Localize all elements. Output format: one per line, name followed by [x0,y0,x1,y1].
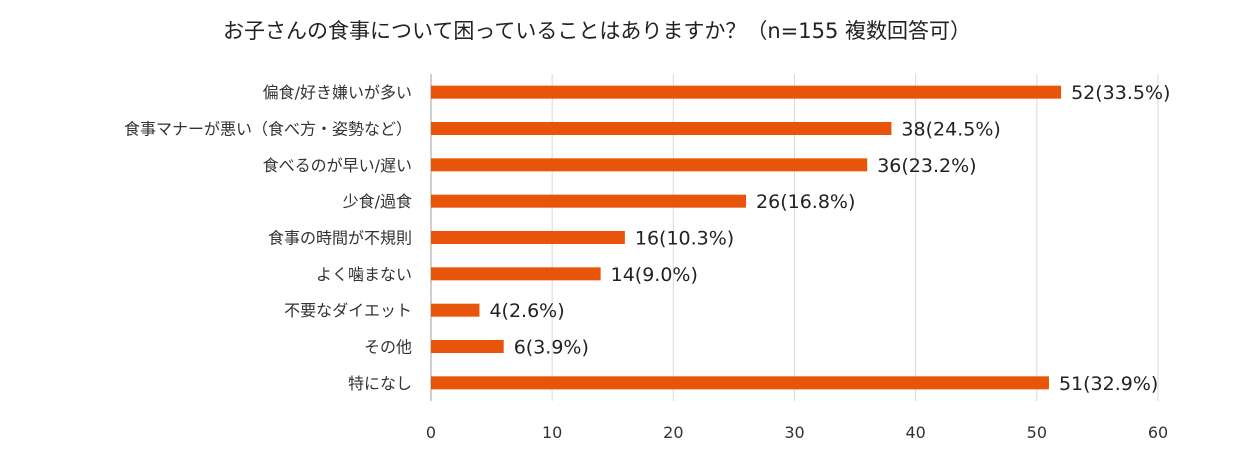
data-label: 16(10.3%) [635,228,734,250]
x-tick-label: 40 [905,423,925,442]
category-label: 特になし [348,374,412,393]
category-label: その他 [364,338,412,357]
data-label: 52(33.5%) [1071,82,1170,104]
category-label: 食事マナーが悪い（食べ方・姿勢など） [124,120,412,139]
category-label: 不要なダイエット [284,301,412,320]
x-tick-label: 60 [1148,423,1168,442]
x-tick-label: 30 [784,423,804,442]
bar [431,303,480,317]
data-label: 4(2.6%) [489,300,564,322]
x-tick-label: 0 [426,423,436,442]
data-label: 6(3.9%) [514,337,589,359]
category-label: 偏食/好き嫌いが多い [263,83,412,102]
bar [431,194,747,208]
data-label: 38(24.5%) [901,119,1000,141]
category-label: 食べるのが早い/遅い [263,156,412,175]
bar [431,267,601,281]
bar [431,340,504,353]
bar [431,376,1049,390]
bar [431,231,625,244]
category-label: 食事の時間が不規則 [268,229,412,248]
x-tick-label: 10 [542,423,562,442]
x-tick-label: 20 [663,423,683,442]
x-tick-label: 50 [1027,423,1047,442]
data-label: 14(9.0%) [611,264,698,286]
bar [431,122,892,135]
category-label: 少食/過食 [343,192,412,211]
data-label: 51(32.9%) [1059,373,1158,395]
bar [431,158,868,172]
chart-title: お子さんの食事について困っていることはありますか？（n=155 複数回答可） [223,19,971,43]
data-label: 36(23.2%) [877,155,976,177]
bar [431,85,1062,99]
data-label: 26(16.8%) [756,191,855,213]
category-label: よく噛まない [316,265,412,284]
